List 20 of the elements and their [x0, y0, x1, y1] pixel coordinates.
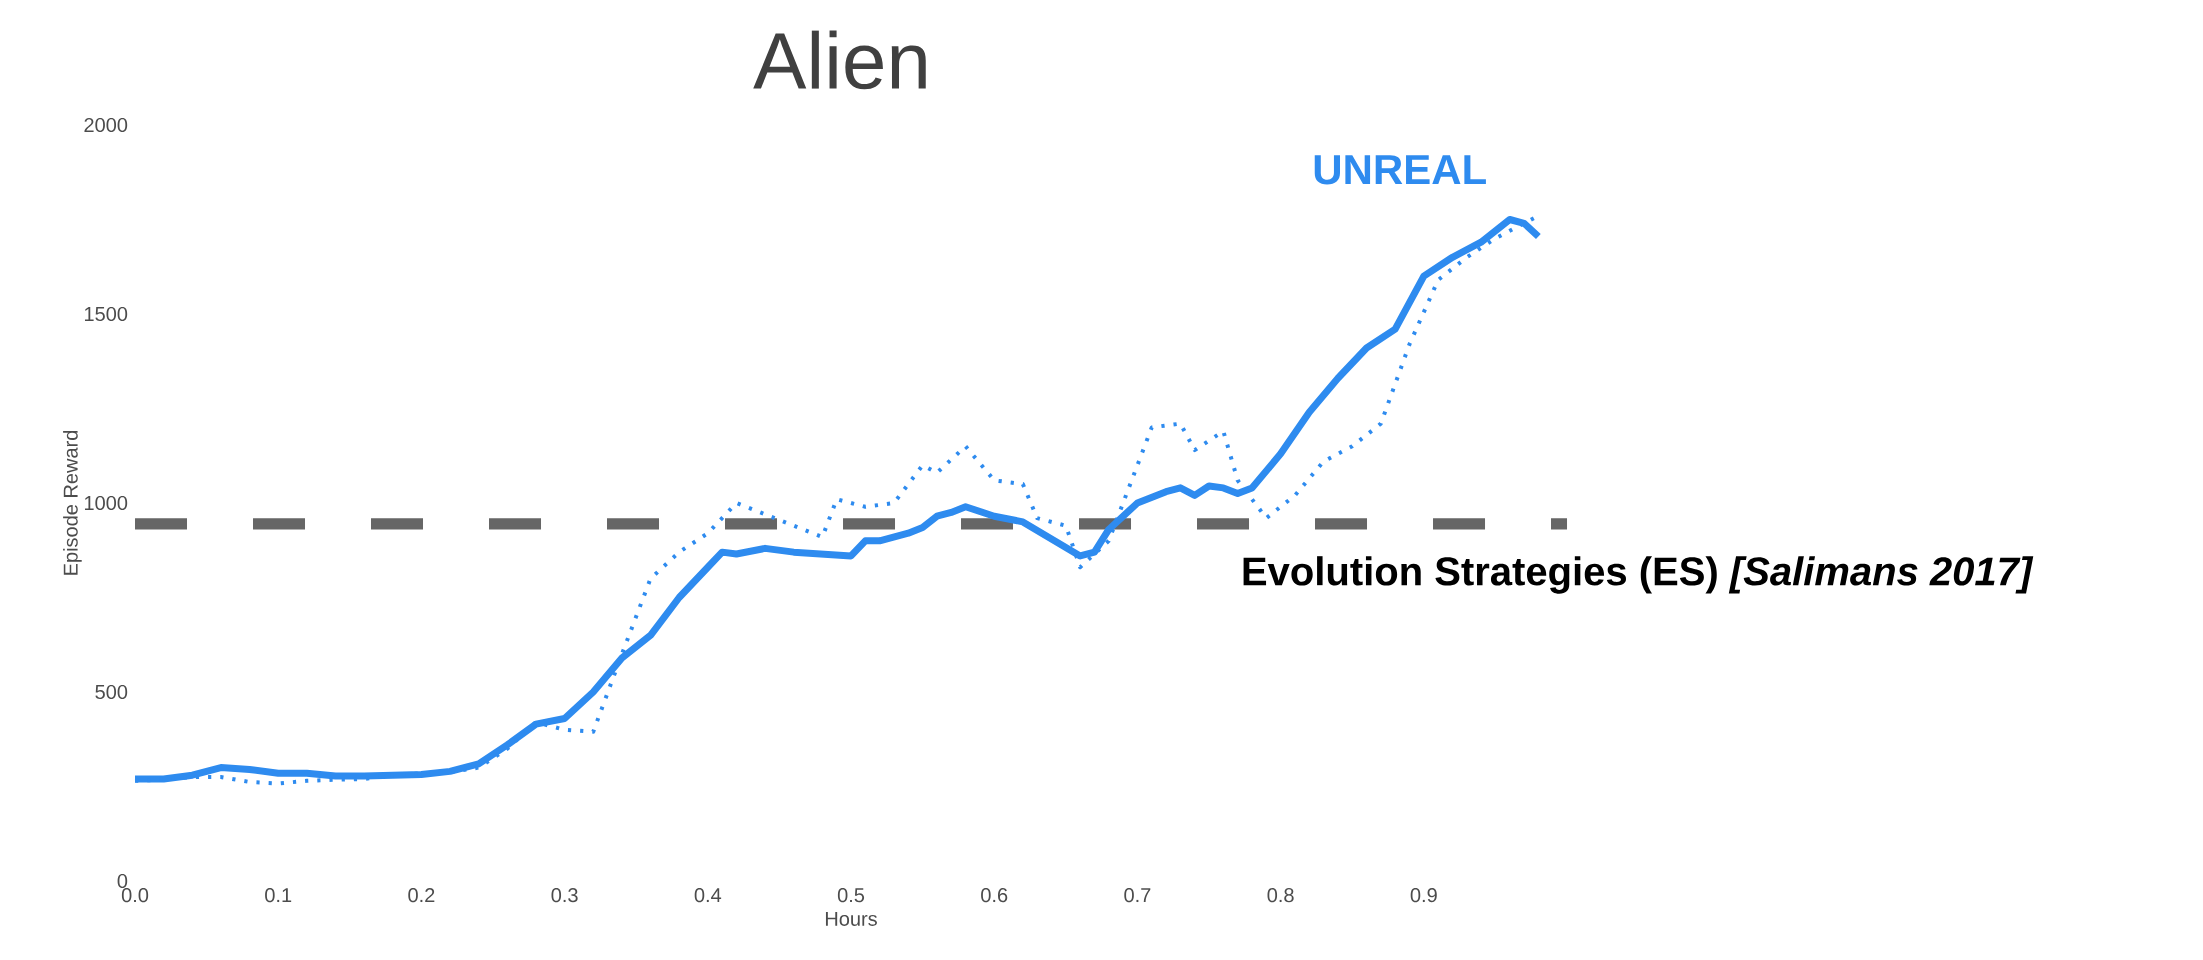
y-tick-label: 1000	[84, 495, 128, 511]
chart-title: Alien	[753, 30, 926, 90]
x-tick-label: 0.6	[981, 888, 1008, 903]
x-axis-title: Hours	[825, 911, 877, 926]
y-axis-title: Episode Reward	[63, 430, 82, 575]
x-tick-label: 0.4	[694, 888, 722, 903]
y-tick-label: 1500	[84, 306, 128, 322]
x-tick-label: 0.7	[1124, 888, 1151, 903]
x-tick-label: 0.1	[265, 888, 292, 903]
series-label: UNREAL	[1314, 155, 1486, 185]
y-tick-label: 0	[117, 873, 128, 889]
x-tick-label: 0.5	[837, 888, 865, 903]
x-tick-label: 0.3	[551, 888, 578, 903]
y-tick-label: 500	[95, 684, 128, 700]
x-tick-label: 0.9	[1410, 888, 1437, 903]
ref-line-label: Evolution Strategies (ES) [Salimans 2017]	[1243, 556, 2034, 594]
x-tick-label: 0.2	[408, 888, 435, 903]
x-tick-label: 0.8	[1267, 888, 1294, 903]
y-tick-label: 2000	[84, 117, 128, 133]
x-tick-label: 0.0	[121, 888, 149, 903]
